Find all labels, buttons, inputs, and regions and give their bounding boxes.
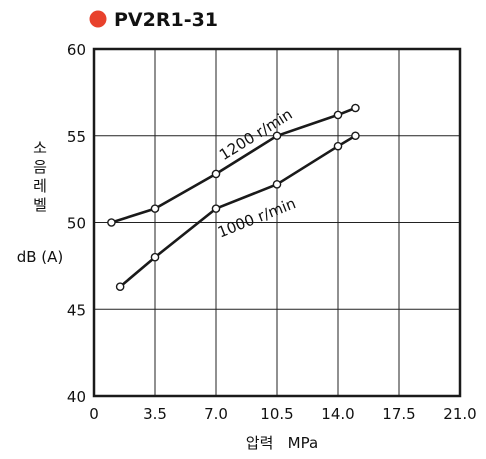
data-point bbox=[351, 103, 360, 113]
y-tick-label: 50 bbox=[67, 215, 86, 233]
y-axis-unit: dB (A) bbox=[17, 248, 64, 266]
x-tick-label: 21.0 bbox=[443, 405, 476, 423]
x-axis-label: 압력 MPa bbox=[246, 434, 318, 452]
title-bullet-icon bbox=[89, 10, 107, 28]
x-tick-label: 10.5 bbox=[260, 405, 293, 423]
x-tick-label: 14.0 bbox=[321, 405, 354, 423]
y-axis-label-char: 음 bbox=[33, 158, 47, 176]
x-tick-label: 0 bbox=[89, 405, 99, 423]
data-point bbox=[272, 131, 282, 141]
series-1: 1200 r/min bbox=[107, 103, 360, 227]
data-point bbox=[211, 169, 221, 179]
data-point bbox=[211, 204, 221, 213]
y-tick-label: 55 bbox=[67, 128, 86, 146]
y-axis-label-char: 벨 bbox=[33, 196, 47, 214]
y-axis-label-char: 소 bbox=[33, 139, 47, 157]
data-point bbox=[351, 131, 360, 141]
chart-title: PV2R1-31 bbox=[114, 9, 218, 31]
grid bbox=[94, 49, 460, 396]
data-point bbox=[150, 204, 160, 213]
data-point bbox=[333, 110, 343, 120]
x-tick-label: 7.0 bbox=[204, 405, 228, 423]
x-axis-ticks: 0 3.5 7.0 10.5 14.0 17.5 21.0 bbox=[89, 405, 476, 423]
series-line bbox=[111, 106, 356, 224]
y-tick-label: 45 bbox=[67, 301, 86, 319]
x-tick-label: 17.5 bbox=[382, 405, 415, 423]
series-label: 1000 r/min bbox=[215, 194, 298, 241]
data-point bbox=[333, 141, 343, 151]
y-axis-ticks: 40 45 50 55 60 bbox=[67, 41, 86, 406]
data-point bbox=[107, 218, 116, 227]
y-tick-label: 40 bbox=[67, 388, 86, 406]
data-point bbox=[272, 180, 282, 189]
y-tick-label: 60 bbox=[67, 41, 86, 59]
data-point bbox=[115, 282, 125, 291]
data-point bbox=[150, 252, 160, 262]
y-axis-label-char: 레 bbox=[33, 177, 47, 195]
plot-frame bbox=[92, 47, 462, 398]
x-tick-label: 3.5 bbox=[143, 405, 167, 423]
